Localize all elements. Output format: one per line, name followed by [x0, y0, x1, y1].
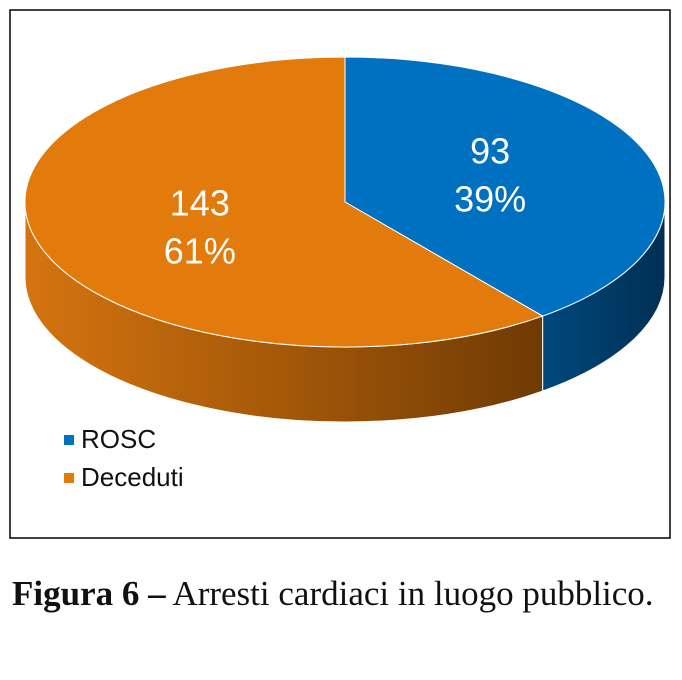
frame: [9, 9, 671, 539]
percent-label: 39%: [454, 178, 526, 219]
caption-label: Figura 6 –: [12, 574, 166, 613]
legend-swatch: [64, 435, 74, 445]
legend-label: ROSC: [81, 424, 156, 454]
caption-text: Arresti cardiaci in luogo pubblico.: [172, 574, 654, 613]
caption: Figura 6 – Arresti cardiaci in luogo pub…: [12, 570, 672, 618]
percent-label: 61%: [164, 231, 236, 272]
slice: [344, 56, 666, 317]
slice: [24, 56, 544, 348]
chart: 93 39% 143 61% ROSC Deceduti: [9, 9, 671, 539]
value-label: 93: [470, 130, 510, 171]
legend-swatch: [64, 473, 74, 483]
legend-label: Deceduti: [81, 462, 184, 492]
value-label: 143: [170, 183, 230, 224]
